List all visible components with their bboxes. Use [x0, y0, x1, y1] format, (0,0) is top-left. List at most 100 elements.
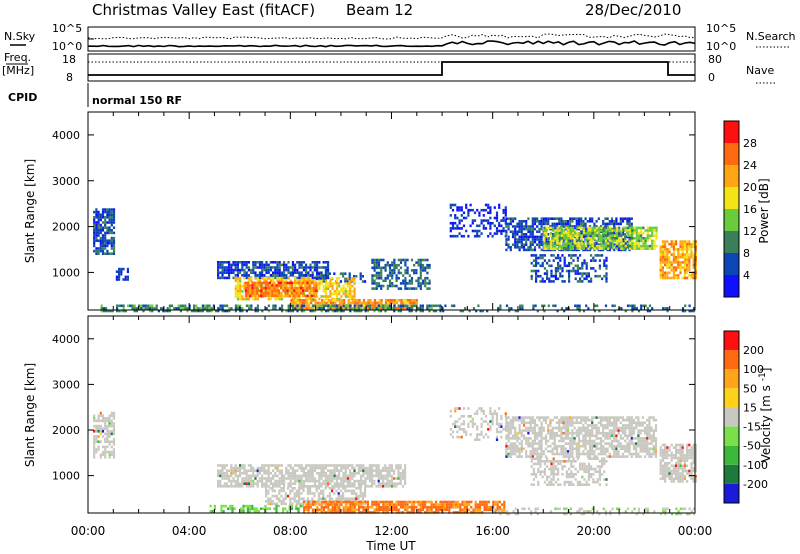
range-cell [93, 445, 96, 449]
range-cell [275, 284, 278, 287]
range-cell [424, 511, 427, 514]
range-cell [340, 309, 343, 313]
range-cell [604, 229, 608, 232]
range-cell [256, 279, 259, 283]
range-cell [620, 247, 623, 250]
range-cell [314, 299, 317, 302]
range-cell [112, 242, 116, 245]
range-cell [521, 307, 524, 310]
range-cell [294, 469, 297, 472]
range-cell [472, 511, 475, 514]
range-cell [353, 482, 356, 485]
range-cell [313, 477, 316, 480]
range-cell [287, 277, 290, 280]
range-cell [230, 479, 233, 483]
range-cell [317, 487, 320, 490]
range-cell [566, 437, 570, 440]
range-cell [217, 266, 220, 269]
range-cell [116, 304, 119, 308]
range-cell [265, 277, 268, 280]
range-cell [544, 217, 548, 220]
range-cell [442, 309, 445, 313]
range-cell [507, 429, 510, 432]
range-cell [633, 307, 636, 310]
range-cell [452, 503, 455, 506]
range-cell [496, 505, 499, 509]
range-cell [364, 489, 367, 493]
range-cell [547, 450, 550, 453]
range-cell [355, 472, 358, 475]
range-cell [294, 268, 297, 272]
range-cell [569, 447, 572, 451]
range-cell [487, 500, 490, 504]
range-cell [480, 208, 483, 212]
range-cell [602, 247, 605, 250]
range-cell [648, 226, 652, 230]
range-cell [267, 469, 270, 472]
range-cell [348, 277, 351, 281]
range-cell [540, 238, 543, 241]
range-cell [305, 306, 308, 310]
range-cell [285, 268, 288, 272]
range-cell [531, 235, 534, 239]
range-cell [516, 431, 519, 435]
range-cell [104, 445, 107, 449]
range-cell [458, 221, 461, 225]
range-cell [547, 226, 550, 230]
range-cell [591, 217, 594, 220]
range-cell [353, 277, 356, 280]
range-cell [536, 450, 539, 453]
range-cell [389, 301, 392, 305]
range-cell [284, 492, 287, 495]
range-cell [335, 290, 339, 293]
range-cell [694, 266, 697, 269]
range-cell [324, 497, 327, 500]
range-cell [239, 261, 242, 264]
range-cell [561, 254, 564, 257]
range-cell [664, 250, 667, 254]
range-cell [391, 271, 394, 275]
range-cell [291, 502, 294, 506]
range-cell [557, 254, 560, 257]
range-cell [318, 464, 321, 467]
range-cell [305, 299, 308, 302]
range-cell [558, 452, 561, 456]
range-cell [379, 474, 382, 478]
range-cell [529, 243, 532, 246]
range-cell [560, 234, 564, 237]
range-cell [653, 229, 656, 232]
range-cell [193, 309, 196, 313]
range-cell [605, 267, 608, 270]
range-cell [487, 505, 490, 509]
range-cell [124, 278, 127, 281]
range-cell [467, 407, 470, 410]
range-cell [587, 231, 590, 235]
range-cell [417, 503, 420, 506]
range-cell [99, 239, 102, 242]
range-cell [397, 464, 400, 467]
range-cell [644, 247, 647, 250]
range-cell [505, 243, 508, 246]
range-cell [280, 281, 283, 285]
range-cell [149, 307, 152, 310]
range-cell [573, 225, 576, 228]
range-cell [358, 505, 361, 509]
range-cell [309, 472, 312, 475]
range-cell [435, 503, 438, 506]
range-cell [298, 276, 301, 280]
range-cell [285, 466, 288, 470]
range-cell [106, 249, 109, 253]
range-cell [609, 226, 612, 230]
range-cell [93, 249, 96, 253]
range-cell [565, 307, 568, 310]
range-cell [355, 497, 358, 500]
range-cell [679, 268, 682, 272]
range-cell [507, 447, 510, 451]
range-cell [495, 428, 499, 431]
range-cell [393, 307, 396, 310]
range-cell [333, 469, 336, 472]
range-cell [516, 225, 519, 228]
range-cell [116, 309, 119, 313]
range-cell [324, 287, 328, 290]
